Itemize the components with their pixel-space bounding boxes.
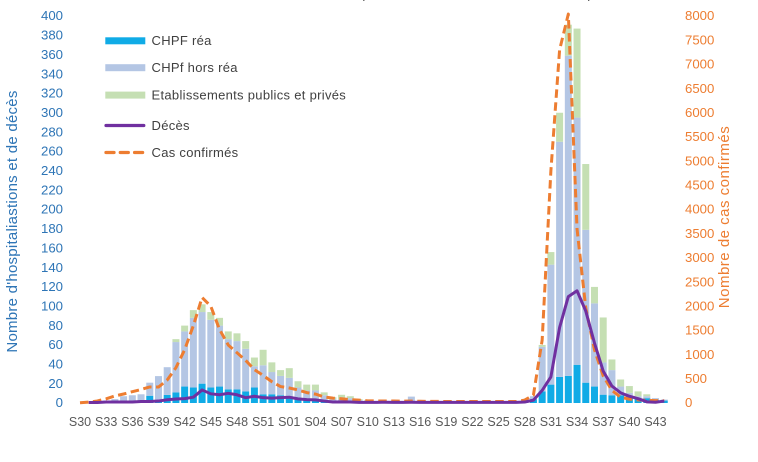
- svg-text:S51: S51: [252, 415, 274, 429]
- svg-text:S39: S39: [147, 415, 169, 429]
- svg-text:Cas confirmés: Cas confirmés: [152, 145, 239, 160]
- svg-text:360: 360: [41, 47, 63, 62]
- svg-text:500: 500: [685, 371, 707, 386]
- svg-text:6500: 6500: [685, 81, 714, 96]
- svg-text:340: 340: [41, 66, 63, 81]
- svg-text:80: 80: [48, 318, 63, 333]
- svg-text:S37: S37: [592, 415, 614, 429]
- svg-text:100: 100: [41, 298, 63, 313]
- svg-text:260: 260: [41, 144, 63, 159]
- svg-text:300: 300: [41, 105, 63, 120]
- svg-text:S43: S43: [644, 415, 666, 429]
- svg-text:0: 0: [685, 395, 692, 410]
- svg-text:20: 20: [48, 376, 63, 391]
- svg-text:120: 120: [41, 279, 63, 294]
- svg-text:140: 140: [41, 260, 63, 275]
- svg-text:S33: S33: [95, 415, 117, 429]
- svg-text:2500: 2500: [685, 274, 714, 289]
- svg-text:S42: S42: [174, 415, 196, 429]
- svg-text:S28: S28: [514, 415, 536, 429]
- svg-text:2000: 2000: [685, 298, 714, 313]
- svg-text:S16: S16: [409, 415, 431, 429]
- svg-text:4500: 4500: [685, 178, 714, 193]
- svg-text:Nombre d'hospitaliastions et d: Nombre d'hospitaliastions et de décès: [4, 90, 21, 352]
- svg-text:60: 60: [48, 337, 63, 352]
- svg-text:280: 280: [41, 124, 63, 139]
- svg-text:S30: S30: [69, 415, 91, 429]
- svg-text:160: 160: [41, 240, 63, 255]
- svg-text:180: 180: [41, 221, 63, 236]
- svg-text:40: 40: [48, 357, 63, 372]
- svg-text:S10: S10: [357, 415, 379, 429]
- svg-text:5000: 5000: [685, 153, 714, 168]
- svg-text:CHPF réa: CHPF réa: [152, 33, 213, 48]
- svg-text:S31: S31: [540, 415, 562, 429]
- svg-text:S04: S04: [304, 415, 326, 429]
- svg-text:S48: S48: [226, 415, 248, 429]
- svg-text:Décès: Décès: [152, 118, 191, 133]
- svg-text:3000: 3000: [685, 250, 714, 265]
- svg-text:0: 0: [56, 395, 63, 410]
- svg-text:6000: 6000: [685, 105, 714, 120]
- svg-text:4000: 4000: [685, 202, 714, 217]
- svg-text:380: 380: [41, 28, 63, 43]
- svg-text:S34: S34: [566, 415, 588, 429]
- svg-text:S01: S01: [278, 415, 300, 429]
- svg-text:1000: 1000: [685, 347, 714, 362]
- svg-text:7000: 7000: [685, 57, 714, 72]
- svg-text:3500: 3500: [685, 226, 714, 241]
- svg-text:240: 240: [41, 163, 63, 178]
- svg-text:S19: S19: [435, 415, 457, 429]
- svg-text:S45: S45: [200, 415, 222, 429]
- svg-text:S22: S22: [461, 415, 483, 429]
- svg-text:S07: S07: [330, 415, 352, 429]
- svg-text:400: 400: [41, 8, 63, 23]
- svg-text:200: 200: [41, 202, 63, 217]
- svg-text:S36: S36: [121, 415, 143, 429]
- svg-text:CHPf hors réa: CHPf hors réa: [152, 60, 239, 75]
- svg-text:220: 220: [41, 182, 63, 197]
- svg-text:S25: S25: [487, 415, 509, 429]
- svg-text:S40: S40: [618, 415, 640, 429]
- svg-text:8000: 8000: [685, 8, 714, 23]
- svg-text:S13: S13: [383, 415, 405, 429]
- svg-text:320: 320: [41, 86, 63, 101]
- svg-text:Nombre de cas confirmés: Nombre de cas confirmés: [716, 126, 733, 308]
- svg-text:5500: 5500: [685, 129, 714, 144]
- svg-text:Etablissements publics et priv: Etablissements publics et privés: [152, 87, 347, 102]
- svg-text:Evolution hebdomadaire des hos: Evolution hebdomadaire des hospitalisati…: [158, 0, 642, 1]
- svg-text:7500: 7500: [685, 32, 714, 47]
- svg-text:1500: 1500: [685, 323, 714, 338]
